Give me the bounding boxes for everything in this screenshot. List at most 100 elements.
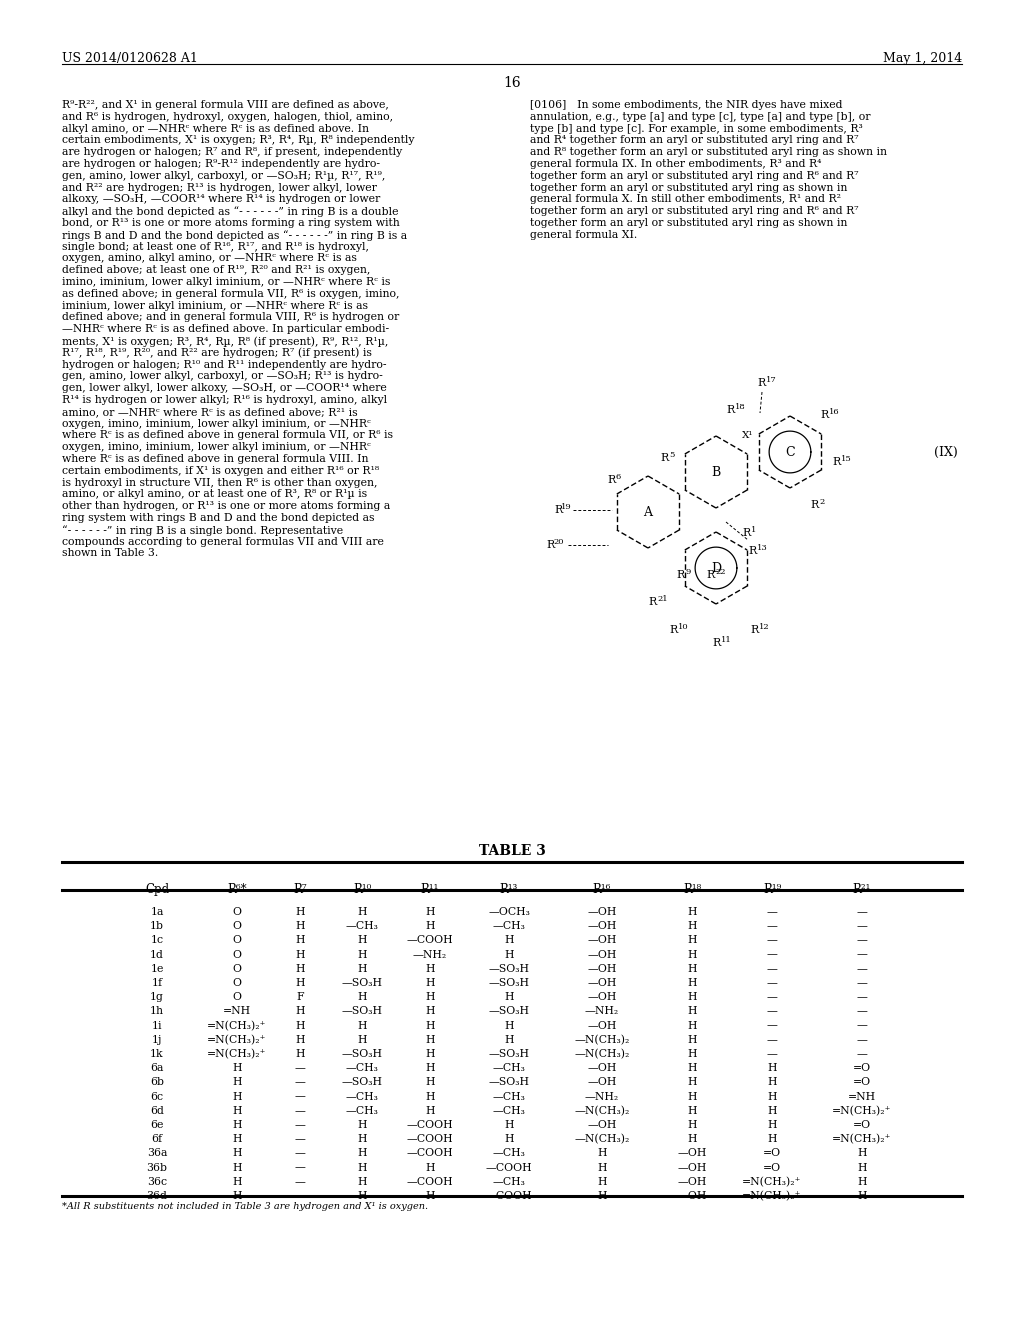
Text: H: H	[295, 978, 305, 987]
Text: H: H	[504, 1020, 514, 1031]
Text: H: H	[357, 949, 367, 960]
Text: general formula IX. In other embodiments, R³ and R⁴: general formula IX. In other embodiments…	[530, 158, 821, 169]
Text: —OCH₃: —OCH₃	[488, 907, 530, 917]
Text: —SO₃H: —SO₃H	[341, 1006, 383, 1016]
Text: H: H	[687, 1134, 696, 1144]
Text: —: —	[856, 1020, 867, 1031]
Text: H: H	[357, 1035, 367, 1045]
Text: —NH₂: —NH₂	[585, 1092, 620, 1102]
Text: H: H	[597, 1191, 607, 1201]
Text: general formula XI.: general formula XI.	[530, 230, 637, 240]
Text: D: D	[711, 561, 721, 574]
Text: gen, amino, lower alkyl, carboxyl, or —SO₃H; R¹³ is hydro-: gen, amino, lower alkyl, carboxyl, or —S…	[62, 371, 383, 381]
Text: —SO₃H: —SO₃H	[341, 1077, 383, 1088]
Text: shown in Table 3.: shown in Table 3.	[62, 548, 159, 558]
Text: R: R	[742, 528, 751, 539]
Text: O: O	[232, 936, 242, 945]
Text: and R⁶ is hydrogen, hydroxyl, oxygen, halogen, thiol, amino,: and R⁶ is hydrogen, hydroxyl, oxygen, ha…	[62, 112, 393, 121]
Text: together form an aryl or substituted aryl ring as shown in: together form an aryl or substituted ary…	[530, 182, 848, 193]
Text: H: H	[295, 921, 305, 931]
Text: compounds according to general formulas VII and VIII are: compounds according to general formulas …	[62, 537, 384, 546]
Text: R: R	[706, 570, 715, 579]
Text: —: —	[295, 1148, 305, 1159]
Text: H: H	[687, 978, 696, 987]
Text: H: H	[232, 1148, 242, 1159]
Text: —: —	[856, 907, 867, 917]
Text: rings B and D and the bond depicted as “- - - - - -” in ring B is a: rings B and D and the bond depicted as “…	[62, 230, 408, 240]
Text: H: H	[597, 1177, 607, 1187]
Text: oxygen, imino, iminium, lower alkyl iminium, or —NHRᶜ: oxygen, imino, iminium, lower alkyl imin…	[62, 418, 371, 429]
Text: H: H	[425, 1191, 435, 1201]
Text: —OH: —OH	[588, 1077, 616, 1088]
Text: [0106] In some embodiments, the NIR dyes have mixed: [0106] In some embodiments, the NIR dyes…	[530, 100, 843, 110]
Text: =N(CH₃)₂⁺: =N(CH₃)₂⁺	[833, 1106, 892, 1117]
Text: 1a: 1a	[151, 907, 164, 917]
Text: H: H	[504, 1119, 514, 1130]
Text: hydrogen or halogen; R¹⁰ and R¹¹ independently are hydro-: hydrogen or halogen; R¹⁰ and R¹¹ indepen…	[62, 359, 386, 370]
Text: —N(CH₃)₂: —N(CH₃)₂	[574, 1134, 630, 1144]
Text: R⁹-R²², and X¹ in general formula VIII are defined as above,: R⁹-R²², and X¹ in general formula VIII a…	[62, 100, 389, 110]
Text: H: H	[687, 936, 696, 945]
Text: O: O	[232, 978, 242, 987]
Text: =NH: =NH	[848, 1092, 877, 1102]
Text: other than hydrogen, or R¹³ is one or more atoms forming a: other than hydrogen, or R¹³ is one or mo…	[62, 502, 390, 511]
Text: —SO₃H: —SO₃H	[488, 1006, 529, 1016]
Text: amino, or alkyl amino, or at least one of R³, R⁸ or R¹µ is: amino, or alkyl amino, or at least one o…	[62, 490, 368, 499]
Text: —OH: —OH	[588, 978, 616, 987]
Text: certain embodiments, X¹ is oxygen; R³, R⁴, Rµ, R⁸ independently: certain embodiments, X¹ is oxygen; R³, R…	[62, 136, 415, 145]
Text: H: H	[295, 1020, 305, 1031]
Text: R¹³: R¹³	[500, 883, 518, 896]
Text: 36a: 36a	[146, 1148, 167, 1159]
Text: 1c: 1c	[151, 936, 164, 945]
Text: —CH₃: —CH₃	[345, 1063, 379, 1073]
Text: —CH₃: —CH₃	[345, 1106, 379, 1115]
Text: —: —	[856, 1049, 867, 1059]
Text: O: O	[232, 921, 242, 931]
Text: —COOH: —COOH	[485, 1163, 532, 1172]
Text: —: —	[856, 936, 867, 945]
Text: —N(CH₃)₂: —N(CH₃)₂	[574, 1049, 630, 1060]
Text: H: H	[767, 1063, 777, 1073]
Text: iminium, lower alkyl iminium, or —NHRᶜ where Rᶜ is as: iminium, lower alkyl iminium, or —NHRᶜ w…	[62, 301, 368, 310]
Text: H: H	[687, 907, 696, 917]
Text: 19: 19	[561, 503, 571, 511]
Text: H: H	[687, 1006, 696, 1016]
Text: —: —	[856, 1006, 867, 1016]
Text: —N(CH₃)₂: —N(CH₃)₂	[574, 1106, 630, 1117]
Text: =O: =O	[763, 1148, 781, 1159]
Text: O: O	[232, 907, 242, 917]
Text: —SO₃H: —SO₃H	[488, 964, 529, 974]
Text: —: —	[856, 921, 867, 931]
Text: H: H	[295, 1035, 305, 1045]
Text: 18: 18	[735, 403, 745, 411]
Text: —: —	[767, 1006, 777, 1016]
Text: H: H	[357, 1134, 367, 1144]
Text: H: H	[357, 936, 367, 945]
Text: H: H	[687, 1063, 696, 1073]
Text: 1: 1	[751, 525, 757, 535]
Text: H: H	[357, 1148, 367, 1159]
Text: May 1, 2014: May 1, 2014	[883, 51, 962, 65]
Text: —CH₃: —CH₃	[493, 1148, 525, 1159]
Text: —: —	[295, 1177, 305, 1187]
Text: —OH: —OH	[588, 964, 616, 974]
Text: R¹⁸: R¹⁸	[683, 883, 701, 896]
Text: —NH₂: —NH₂	[585, 1006, 620, 1016]
Text: F: F	[296, 993, 304, 1002]
Text: H: H	[597, 1163, 607, 1172]
Text: are hydrogen or halogen; R⁷ and R⁸, if present, independently: are hydrogen or halogen; R⁷ and R⁸, if p…	[62, 148, 402, 157]
Text: X¹: X¹	[742, 430, 754, 440]
Text: —CH₃: —CH₃	[345, 1092, 379, 1102]
Text: US 2014/0120628 A1: US 2014/0120628 A1	[62, 51, 198, 65]
Text: H: H	[425, 1035, 435, 1045]
Text: —NHRᶜ where Rᶜ is as defined above. In particular embodi-: —NHRᶜ where Rᶜ is as defined above. In p…	[62, 325, 389, 334]
Text: amino, or —NHRᶜ where Rᶜ is as defined above; R²¹ is: amino, or —NHRᶜ where Rᶜ is as defined a…	[62, 407, 357, 417]
Text: R¹¹: R¹¹	[421, 883, 439, 896]
Text: =N(CH₃)₂⁺: =N(CH₃)₂⁺	[742, 1191, 802, 1201]
Text: H: H	[232, 1063, 242, 1073]
Text: H: H	[767, 1092, 777, 1102]
Text: H: H	[687, 1035, 696, 1045]
Text: =N(CH₃)₂⁺: =N(CH₃)₂⁺	[207, 1049, 266, 1060]
Text: H: H	[857, 1163, 866, 1172]
Text: H: H	[357, 964, 367, 974]
